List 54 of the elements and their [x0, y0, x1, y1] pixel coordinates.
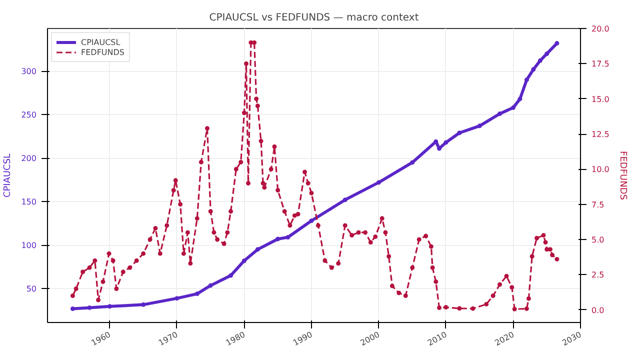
x-tick-label: 2010 [426, 330, 448, 348]
y2-tick-label: 20.0 [592, 24, 610, 34]
y2-tick-label: 17.5 [592, 60, 610, 69]
y2-tick-label: 15.0 [592, 94, 610, 104]
point [477, 124, 482, 128]
point [554, 41, 560, 46]
point [208, 283, 213, 288]
point [174, 296, 180, 301]
x-tick-label: 1960 [90, 330, 112, 348]
y-tick-label: 50 [26, 284, 37, 294]
y2-tick-label: 0.0 [592, 306, 604, 315]
y-tick-label: 150 [21, 198, 37, 207]
legend-label: FEDFUNDS [81, 47, 124, 57]
x-tick-label: 2000 [358, 330, 382, 348]
x-tick-label: 2020 [493, 330, 516, 348]
x-tick-label: 1970 [157, 330, 180, 348]
point [87, 305, 92, 310]
y2-tick-label: 10.0 [592, 165, 610, 174]
y-axis-title: CPIAUCSL [3, 153, 14, 198]
point [376, 180, 381, 185]
point [70, 306, 75, 312]
y2-axis-title: FEDFUNDS [617, 151, 628, 200]
point [242, 258, 246, 263]
x-tick-label: 1990 [292, 330, 314, 348]
point [276, 236, 280, 242]
y2-tick-label: 5.0 [592, 236, 604, 245]
x-tick-label: 2030 [560, 330, 583, 348]
y-tick-label: 300 [21, 67, 37, 76]
y-tick-label: 100 [21, 241, 37, 250]
point [194, 292, 200, 296]
point [524, 78, 529, 82]
point [410, 160, 415, 165]
y-tick-label: 200 [21, 154, 37, 164]
point [255, 247, 260, 252]
point [309, 218, 314, 223]
chart-title: CPIAUCSL vs FEDFUNDS — macro context [209, 12, 419, 24]
point [538, 58, 542, 63]
point [544, 51, 550, 56]
y2-tick-label: 12.5 [592, 130, 610, 139]
y2-tick-label: 2.5 [592, 270, 604, 280]
point [228, 273, 234, 278]
y2-tick-label: 7.5 [592, 200, 604, 210]
point [510, 105, 516, 110]
legend-label: CPIAUCSL [81, 37, 120, 47]
y-tick-label: 250 [21, 110, 37, 120]
x-tick-label: 1980 [224, 330, 247, 348]
point [141, 302, 146, 307]
point [444, 140, 448, 145]
point [286, 235, 290, 240]
point [531, 67, 536, 72]
point [457, 130, 462, 136]
point [342, 198, 348, 202]
point [518, 96, 522, 102]
point [498, 111, 502, 116]
